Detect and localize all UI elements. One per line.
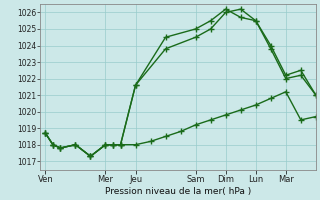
X-axis label: Pression niveau de la mer( hPa ): Pression niveau de la mer( hPa ) <box>105 187 251 196</box>
